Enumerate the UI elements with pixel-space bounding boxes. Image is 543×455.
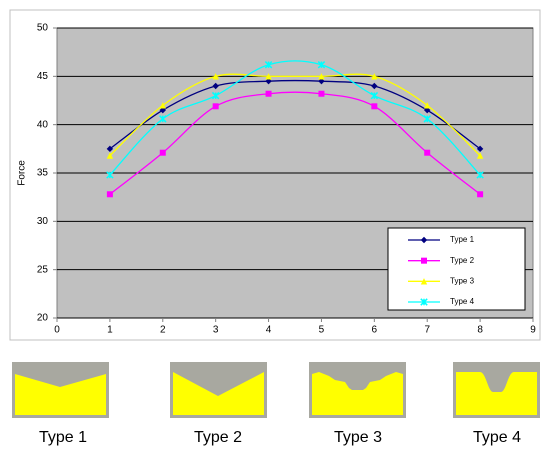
legend: Type 1 Type 2 Type 3 Type 4 <box>388 228 525 310</box>
x-tick-label: 8 <box>477 325 483 336</box>
marker <box>421 258 427 264</box>
profile-label: Type 3 <box>334 429 382 446</box>
y-tick-label: 35 <box>37 168 49 179</box>
y-tick-label: 20 <box>37 313 49 324</box>
marker <box>266 91 272 97</box>
profile-icon <box>453 362 540 418</box>
y-tick-label: 40 <box>37 119 49 130</box>
legend-label: Type 2 <box>450 256 475 265</box>
marker <box>107 191 113 197</box>
profile-icon <box>170 362 267 418</box>
y-tick-label: 30 <box>37 216 49 227</box>
profile-label: Type 2 <box>194 429 242 446</box>
marker <box>160 150 166 156</box>
legend-label: Type 1 <box>450 235 475 244</box>
profile-icon <box>12 362 109 418</box>
page: {"chart_data": {"type": "line", "y_label… <box>0 0 543 455</box>
x-tick-label: 7 <box>424 325 430 336</box>
profile-icon <box>309 362 406 418</box>
legend-label: Type 4 <box>450 297 475 306</box>
x-tick-label: 1 <box>107 325 113 336</box>
x-tick-label: 2 <box>160 325 166 336</box>
profile-label: Type 4 <box>473 429 521 446</box>
legend-label: Type 3 <box>450 276 475 285</box>
marker <box>477 191 483 197</box>
marker <box>424 150 430 156</box>
x-tick-label: 5 <box>319 325 325 336</box>
profile-label: Type 1 <box>39 429 87 446</box>
marker <box>371 103 377 109</box>
x-tick-label: 6 <box>372 325 378 336</box>
x-tick-label: 9 <box>530 325 536 336</box>
x-tick-label: 4 <box>266 325 272 336</box>
profile-icons <box>12 362 540 418</box>
y-tick-label: 45 <box>37 71 49 82</box>
marker <box>318 91 324 97</box>
y-axis-label: Force <box>17 160 28 186</box>
marker <box>213 103 219 109</box>
y-tick-label: 50 <box>37 23 49 34</box>
chart: Force 202530354045500123456789 Type 1 Ty… <box>0 0 543 450</box>
x-tick-label: 0 <box>54 325 60 336</box>
y-tick-label: 25 <box>37 264 49 275</box>
x-tick-label: 3 <box>213 325 219 336</box>
